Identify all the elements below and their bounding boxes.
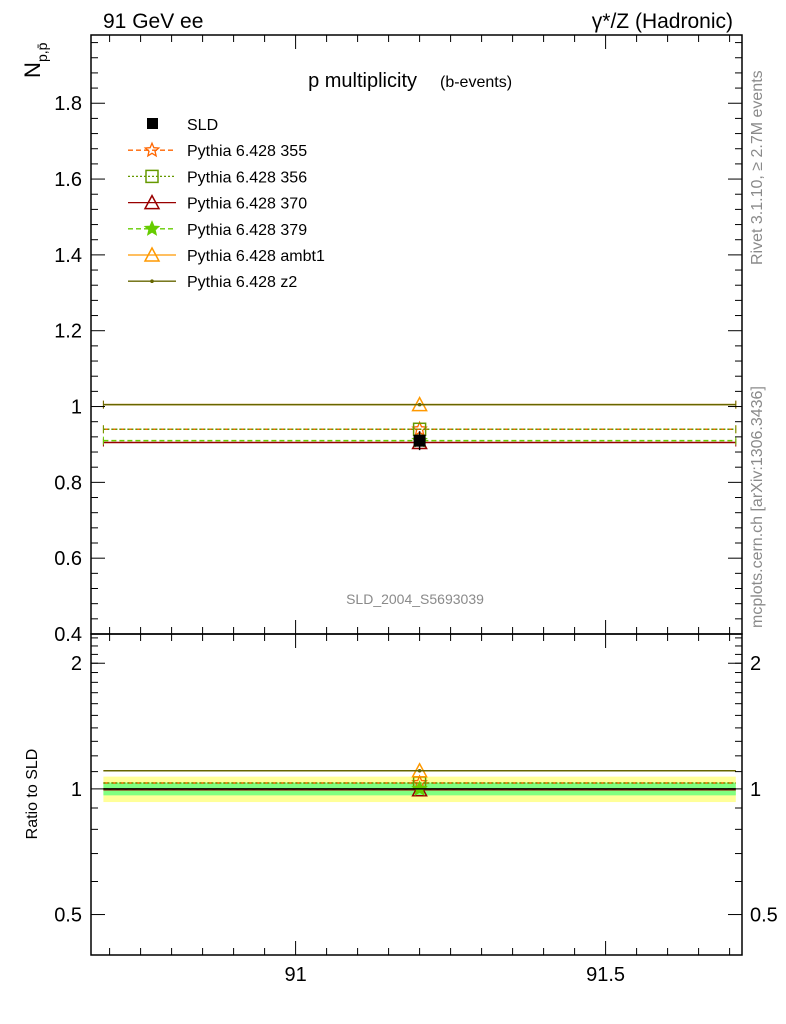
main-y-tick-label: 0.4	[54, 624, 82, 646]
series-marker-5	[417, 402, 422, 407]
main-y-tick-label: 1.2	[54, 321, 82, 343]
ratio-y-tick-label: 1	[71, 779, 82, 801]
legend-marker-2	[143, 194, 161, 210]
legend-marker-0	[143, 141, 161, 158]
legend-label-1: Pythia 6.428 356	[187, 169, 307, 186]
ratio-axis-label: Ratio to SLD	[24, 749, 41, 840]
legend-label-data: SLD	[187, 117, 218, 134]
main-y-tick-label: 1.6	[54, 169, 82, 191]
main-y-tick-label: 0.6	[54, 548, 82, 570]
ratio-y-tick-label-right: 1	[750, 779, 761, 801]
svg-text:N: N	[20, 62, 45, 78]
y-axis-label: N p,p̄	[20, 42, 50, 78]
legend-label-3: Pythia 6.428 379	[187, 222, 307, 239]
legend-marker-1	[145, 169, 159, 184]
legend: SLD Pythia 6.428 355 Pythia 6.428 356 Pythi…	[128, 117, 325, 291]
subtitle-text: (b-events)	[440, 74, 512, 91]
legend-marker-1-shape	[145, 169, 159, 184]
axes-layer: 0.4 0.6 0.8 1 1.2 1.4 1.6 1.8 0.5 0.5 1 1 2 2 91 91.5	[54, 34, 778, 986]
ratio-series-marker-5-shape	[417, 768, 422, 773]
ratio-y-tick-label-right: 0.5	[750, 905, 778, 927]
legend-label-4: Pythia 6.428 ambt1	[187, 248, 325, 265]
legend-marker-2-shape	[143, 194, 161, 210]
ratio-plot-frame	[90, 633, 743, 956]
svg-text:p,p̄: p,p̄	[34, 42, 50, 62]
ratio-series-marker-5	[417, 768, 422, 773]
legend-marker-data	[147, 118, 158, 129]
legend-marker-0-shape	[143, 141, 161, 158]
main-y-tick-label: 1.8	[54, 93, 82, 115]
process-label: γ*/Z (Hadronic)	[592, 10, 733, 33]
legend-marker-3-shape	[143, 220, 161, 236]
analysis-id: SLD_2004_S5693039	[346, 591, 484, 607]
rivet-label: Rivet 3.1.10, ≥ 2.7M events	[749, 70, 766, 265]
ratio-y-tick-label-right: 2	[750, 653, 761, 675]
legend-marker-3	[143, 220, 161, 236]
plot-title: p multiplicity (b-events)	[308, 70, 512, 92]
main-series-layer	[102, 396, 737, 451]
legend-marker-4	[143, 246, 161, 262]
legend-label-5: Pythia 6.428 z2	[187, 274, 297, 291]
ratio-series-layer	[103, 762, 736, 797]
ratio-y-tick-label: 0.5	[54, 905, 82, 927]
series-marker-5-shape	[417, 402, 422, 407]
legend-marker-4-shape	[143, 246, 161, 262]
legend-marker-5	[150, 279, 154, 284]
title-text: p multiplicity	[308, 70, 417, 92]
data-point-shape	[413, 434, 426, 447]
x-tick-label: 91	[284, 964, 306, 986]
legend-marker-5-shape	[150, 279, 154, 284]
mcplots-label: mcplots.cern.ch [arXiv:1306.3436]	[749, 386, 766, 628]
x-tick-label: 91.5	[586, 964, 625, 986]
legend-label-2: Pythia 6.428 370	[187, 196, 307, 213]
main-y-tick-label: 0.8	[54, 472, 82, 494]
main-y-tick-label: 1.4	[54, 245, 82, 267]
main-y-tick-label: 1	[71, 397, 82, 419]
svg-text:p multiplicity: p multiplicity	[308, 70, 417, 92]
legend-label-0: Pythia 6.428 355	[187, 143, 307, 160]
data-point	[413, 434, 426, 447]
svg-text:(b-events): (b-events)	[440, 74, 512, 91]
ratio-y-tick-label: 2	[71, 653, 82, 675]
energy-label: 91 GeV ee	[103, 10, 203, 33]
